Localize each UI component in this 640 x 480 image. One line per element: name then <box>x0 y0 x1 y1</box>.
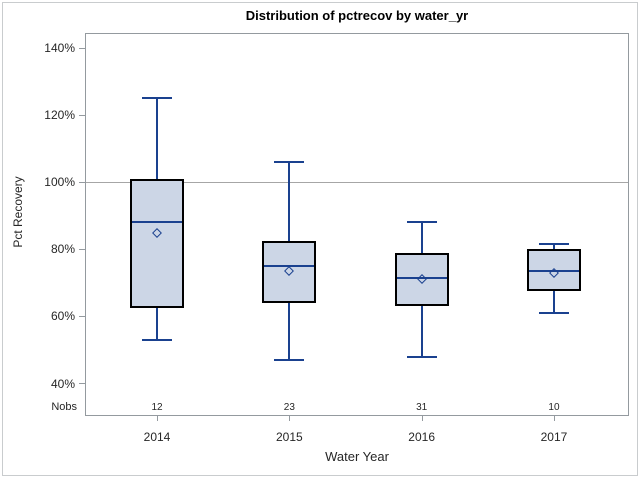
y-tick-mark <box>79 114 85 116</box>
whisker-cap-high <box>406 221 437 224</box>
whisker-cap-high <box>142 97 172 100</box>
y-tick-label: 120% <box>44 108 75 123</box>
box-2016 <box>394 252 449 307</box>
nobs-value: 10 <box>548 402 560 413</box>
y-tick-label: 80% <box>50 242 75 257</box>
y-tick-mark <box>79 248 85 250</box>
nobs-value: 31 <box>416 402 428 413</box>
whisker-cap-low <box>142 338 172 341</box>
nobs-value: 23 <box>283 402 295 413</box>
median-line <box>396 276 447 279</box>
whisker-cap-high <box>274 161 305 164</box>
y-tick-label: 60% <box>50 309 75 324</box>
x-category-label: 2016 <box>408 430 435 444</box>
y-tick-mark <box>79 47 85 49</box>
x-axis-title: Water Year <box>325 449 389 464</box>
y-tick-label: 100% <box>44 175 75 190</box>
whisker-cap-high <box>538 243 569 246</box>
x-tick-mark <box>421 416 423 421</box>
whisker-cap-low <box>406 355 437 358</box>
y-tick-label: 140% <box>44 41 75 55</box>
x-category-label: 2015 <box>275 430 303 444</box>
chart-title: Distribution of pctrecov by water_yr <box>245 8 469 23</box>
nobs-value: 12 <box>151 402 163 413</box>
y-tick-mark <box>79 383 85 384</box>
median-line <box>264 265 315 268</box>
reference-line <box>86 182 628 184</box>
whisker-cap-low <box>538 312 569 315</box>
x-tick-mark <box>553 416 555 421</box>
x-category-label: 2017 <box>540 430 568 444</box>
x-category-label: 2014 <box>143 430 171 444</box>
x-tick-mark <box>157 416 158 421</box>
x-tick-mark <box>289 416 291 421</box>
whisker-cap-low <box>274 359 305 361</box>
nobs-row-label: Nobs <box>51 401 77 413</box>
y-tick-mark <box>79 181 85 183</box>
median-line <box>528 270 579 273</box>
y-tick-mark <box>79 315 85 317</box>
y-tick-label: 40% <box>50 376 75 391</box>
box-2015 <box>262 240 317 303</box>
median-line <box>132 221 182 224</box>
box-2014 <box>130 178 184 308</box>
